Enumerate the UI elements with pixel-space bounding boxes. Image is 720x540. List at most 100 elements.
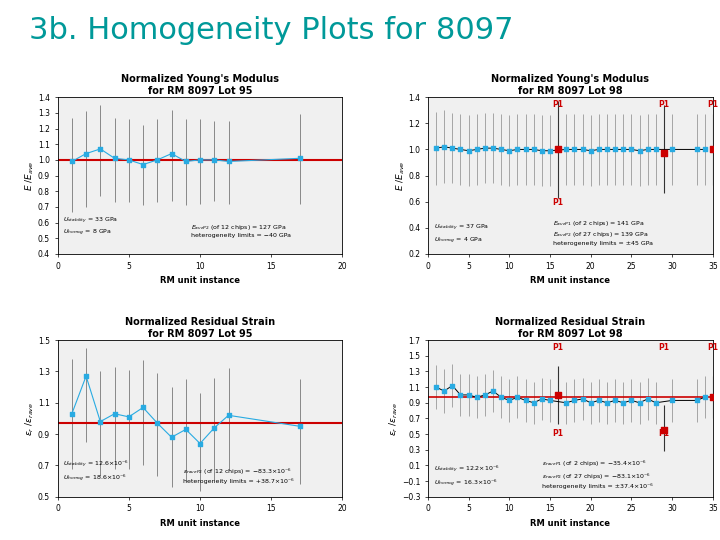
Point [593,145,605,154]
X-axis label: RM unit instance: RM unit instance [531,276,611,285]
Text: $U_{stability}$ = 12.6×10⁻⁶
$U_{homog}$ = 18.6×10⁻⁶: $U_{stability}$ = 12.6×10⁻⁶ $U_{homog}$ … [63,459,130,484]
Text: 3b. Homogeneity Plots for 8097: 3b. Homogeneity Plots for 8097 [29,16,513,45]
Point [138,403,149,412]
X-axis label: RM unit instance: RM unit instance [160,276,240,285]
Text: $\varepsilon_{raveP1}$ (of 2 chips) = −35.4×10⁻⁶
$\varepsilon_{raveP2}$ (of 27 c: $\varepsilon_{raveP1}$ (of 2 chips) = −3… [542,458,652,489]
Point [699,393,711,402]
Point [536,395,548,403]
Point [471,145,482,154]
Point [577,145,588,154]
Point [222,157,234,166]
Point [690,145,702,154]
Point [642,395,654,403]
Point [593,396,605,405]
Point [446,144,458,152]
Point [626,396,637,405]
Point [609,396,621,405]
Point [463,390,474,399]
Point [618,145,629,154]
Y-axis label: $\varepsilon_r$ /$\varepsilon_{rave}$: $\varepsilon_r$ /$\varepsilon_{rave}$ [388,401,400,436]
Point [209,423,220,432]
Point [138,160,149,169]
Point [601,145,613,154]
Text: P1: P1 [659,429,670,438]
Point [569,145,580,154]
Text: $U_{stability}$ = 37 GPa
$U_{homog}$ = 4 GPa: $U_{stability}$ = 37 GPa $U_{homog}$ = 4… [433,223,489,246]
Point [495,393,507,402]
Point [180,157,192,166]
Point [536,146,548,155]
Point [634,146,645,155]
Y-axis label: $E$ /$E_{ave}$: $E$ /$E_{ave}$ [24,160,37,191]
Point [94,145,106,153]
Point [487,144,499,152]
X-axis label: RM unit instance: RM unit instance [531,519,611,528]
Title: Normalized Young's Modulus
for RM 8097 Lot 95: Normalized Young's Modulus for RM 8097 L… [121,74,279,97]
X-axis label: RM unit instance: RM unit instance [160,519,240,528]
Point [166,149,177,158]
Point [626,145,637,154]
Point [634,399,645,407]
Point [455,390,467,399]
Point [66,157,78,166]
Text: P1: P1 [659,343,670,352]
Point [151,419,163,428]
Point [479,390,490,399]
Point [194,156,206,164]
Text: P1: P1 [707,343,719,352]
Point [495,145,507,154]
Text: P1: P1 [659,100,670,109]
Point [577,395,588,403]
Text: $E_{aveP1}$ (of 2 chips) = 141 GPa
$E_{aveP2}$ (of 27 chips) = 139 GPa
heterogen: $E_{aveP1}$ (of 2 chips) = 141 GPa $E_{a… [553,219,653,246]
Point [66,409,78,418]
Point [431,383,442,391]
Point [94,417,106,426]
Point [446,381,458,390]
Point [487,387,499,395]
Point [520,396,531,405]
Point [479,144,490,152]
Point [109,154,120,163]
Point [166,433,177,442]
Point [707,145,719,154]
Text: P1: P1 [553,198,564,207]
Title: Normalized Residual Strain
for RM 8097 Lot 95: Normalized Residual Strain for RM 8097 L… [125,317,275,339]
Point [552,390,564,399]
Point [294,422,305,430]
Point [503,146,515,155]
Point [109,409,120,418]
Point [123,413,135,421]
Point [561,399,572,407]
Point [209,156,220,164]
Point [707,393,719,402]
Point [552,145,564,154]
Point [601,399,613,407]
Point [609,145,621,154]
Point [151,156,163,164]
Point [222,411,234,420]
Point [520,145,531,154]
Title: Normalized Residual Strain
for RM 8097 Lot 98: Normalized Residual Strain for RM 8097 L… [495,317,645,339]
Point [455,145,467,154]
Point [438,143,450,151]
Point [618,399,629,407]
Point [658,149,670,158]
Text: $U_{stability}$ = 33 GPa
$U_{homog}$ = 8 GPa: $U_{stability}$ = 33 GPa $U_{homog}$ = 8… [63,215,118,238]
Point [294,154,305,163]
Point [81,372,92,381]
Text: $U_{stability}$ = 12.2×10⁻⁶
$U_{homog}$ = 16.3×10⁻⁶: $U_{stability}$ = 12.2×10⁻⁶ $U_{homog}$ … [433,464,499,489]
Text: $\varepsilon_{raveP2}$ (of 12 chips) = −83.3×10⁻⁶
heterogeneity limits = +38.7×1: $\varepsilon_{raveP2}$ (of 12 chips) = −… [183,466,294,484]
Point [666,145,678,154]
Point [650,399,662,407]
Point [528,399,539,407]
Point [650,145,662,154]
Point [512,145,523,154]
Point [585,146,596,155]
Point [666,396,678,405]
Text: P1: P1 [553,100,564,109]
Point [658,426,670,435]
Y-axis label: $\varepsilon_r$ /$\varepsilon_{rave}$: $\varepsilon_r$ /$\varepsilon_{rave}$ [24,401,37,436]
Point [569,396,580,405]
Point [699,145,711,154]
Text: P1: P1 [553,343,564,352]
